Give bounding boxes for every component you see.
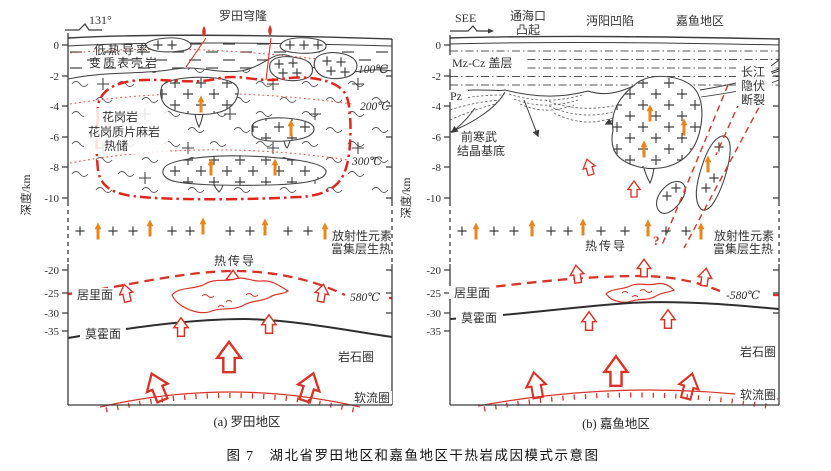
fault-name-label-2: 隐伏	[741, 79, 765, 93]
curie-line-b	[449, 274, 721, 294]
tick-label: -25	[426, 288, 441, 300]
asthenosphere-arc	[99, 391, 361, 408]
dome-label: 罗田穹隆	[219, 8, 267, 23]
magma-body-b	[605, 282, 676, 303]
curie-surface-label: 居里面	[77, 288, 113, 302]
tick-label: -20	[426, 265, 441, 277]
tick-label: -2	[50, 71, 59, 83]
reservoir-label-3: 热储	[104, 138, 128, 153]
moho-label: 莫霍面	[85, 327, 121, 341]
tick-label: -35	[426, 326, 441, 338]
tick-label: -2	[432, 71, 441, 83]
pz-label: Pz	[450, 89, 462, 103]
label-backing	[735, 388, 777, 401]
panel-b-axis	[444, 44, 779, 332]
label-backing	[350, 391, 392, 404]
reservoir-label-2: 花岗质片麻岩	[88, 124, 160, 139]
reservoir-label-1: 花岗岩	[102, 109, 138, 124]
fault-name-label-3: 断裂	[741, 92, 765, 107]
area-label: 嘉鱼地区	[676, 14, 724, 28]
curie-temp-label: 580℃	[350, 292, 380, 304]
tick-label: -8	[432, 162, 442, 174]
basement-label-1: 前寒武	[461, 129, 497, 144]
depression-label: 沔阳凹陷	[586, 13, 634, 28]
tick-label: -8	[50, 162, 60, 174]
radiogenic-label-1: 放射性元素	[332, 228, 392, 243]
radiogenic-label-2b: 富集层生热	[713, 241, 773, 256]
tick-label: -6	[432, 132, 442, 144]
panel-a-frame	[67, 33, 393, 406]
panel-a-caption: (a) 罗田地区	[214, 415, 281, 429]
tick-label: -10	[426, 193, 441, 205]
depth-axis-label: 深度/km	[19, 175, 33, 216]
label-backing	[448, 90, 468, 102]
radiogenic-label-2: 富集层生热	[331, 241, 391, 256]
conduction-label: 热传导	[214, 253, 256, 268]
panel-b-caption: (b) 嘉鱼地区	[582, 417, 650, 431]
surface-rock-label-2: 变质表壳岩	[89, 55, 159, 70]
hot-spring-icon	[268, 25, 272, 36]
tick-label: -25	[44, 288, 59, 300]
surface-rock-label-1: 低热导率	[94, 42, 150, 57]
panel-a-axis	[62, 44, 392, 332]
depth-axis-label-b: 深度/km	[399, 178, 413, 219]
isotherm-lines	[69, 48, 357, 164]
moho-line-b	[449, 301, 780, 320]
radiogenic-label-1b: 放射性元素	[714, 228, 774, 243]
tick-label: -35	[44, 326, 59, 338]
bearing-label: 131°	[89, 13, 112, 27]
isotherm-100-label: 100℃	[358, 64, 388, 76]
tick-label: -30	[426, 308, 441, 320]
panel-b: ?	[399, 8, 780, 431]
lithosphere-label-b: 岩石圈	[740, 344, 776, 359]
curie-line	[67, 269, 346, 297]
label-backing	[456, 311, 503, 324]
label-backing	[449, 286, 496, 299]
label-backing	[80, 327, 126, 340]
label-backing	[72, 288, 119, 301]
moho-line	[67, 317, 393, 339]
uplift-label-1: 通海口	[510, 8, 546, 23]
label-backing	[84, 108, 168, 154]
surface-line	[67, 34, 393, 40]
tick-label: 0	[436, 40, 442, 52]
uplift-label-2: 凸起	[516, 23, 540, 37]
conduction-label-b: 热传导	[585, 238, 627, 253]
section-bearing-icon-b	[450, 25, 488, 32]
panel-a: 0 -2 -4 -6 -8 -10 -20 -25 -30 -35 深度/km …	[19, 8, 393, 429]
figure-caption: 图 7 湖北省罗田地区和嘉鱼地区干热岩成因模式示意图	[226, 447, 599, 463]
curie-temp-label-b: -580℃	[726, 290, 760, 302]
asthenosphere-label: 软流圈	[354, 391, 390, 405]
isotherm-200-label: 200℃	[360, 101, 390, 113]
bearing-label-b: SEE	[455, 11, 476, 25]
label-backing	[736, 62, 772, 106]
moho-label-b: 莫霍面	[461, 311, 497, 325]
fault-question-mark: ?	[653, 233, 660, 248]
cover-label: Mz-Cz 盖层	[452, 56, 512, 70]
basement-label-2: 结晶基底	[457, 143, 505, 158]
lithosphere-label: 岩石圈	[338, 349, 374, 364]
asthenosphere-label-b: 软流圈	[740, 388, 776, 402]
fault-name-label-1: 长江	[741, 65, 765, 79]
tick-label: -6	[50, 132, 60, 144]
tick-label: 0	[54, 40, 60, 52]
tick-label: -10	[44, 193, 59, 205]
tick-label: -30	[44, 308, 59, 320]
label-backing	[449, 55, 525, 69]
tick-label: -4	[432, 101, 442, 113]
deep-plus-row	[74, 225, 314, 237]
curie-surface-label-b: 居里面	[454, 286, 490, 300]
hot-spring-faults	[185, 25, 272, 81]
granite-bodies-b	[611, 75, 731, 214]
bearing-arrowhead	[488, 28, 494, 34]
asthenosphere-arc-b	[477, 389, 779, 407]
tick-label: -20	[44, 265, 59, 277]
reservoir-boundary	[95, 75, 352, 201]
isotherm-300-label: 300℃	[351, 156, 382, 168]
tick-label: -4	[50, 101, 60, 113]
magma-body	[171, 277, 290, 314]
section-bearing-icon	[65, 23, 102, 31]
